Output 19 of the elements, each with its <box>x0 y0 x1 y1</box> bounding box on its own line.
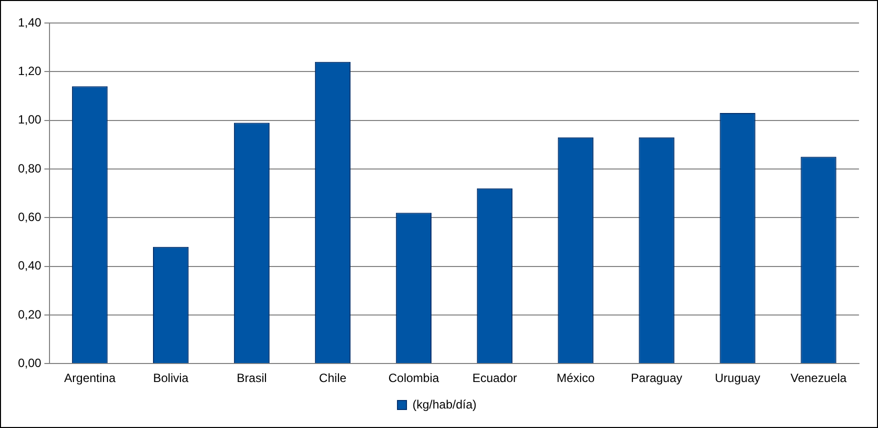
x-tick-label: Paraguay <box>630 371 682 386</box>
y-tick-label: 0,00 <box>18 356 42 370</box>
y-tick-label: 0,80 <box>18 161 42 176</box>
x-tick-label: Brasil <box>236 371 267 386</box>
y-tick-label: 1,00 <box>18 112 42 127</box>
y-tick-label: 0,40 <box>18 258 42 273</box>
x-tick-label: Chile <box>319 371 347 386</box>
y-tick-label: 0,20 <box>18 307 42 322</box>
y-tick-label: 1,20 <box>18 64 42 78</box>
x-tick-label: Colombia <box>388 371 440 386</box>
x-tick-label: Venezuela <box>790 371 847 386</box>
legend-label: (kg/hab/día) <box>412 397 477 412</box>
x-tick-label: Ecuador <box>472 371 518 386</box>
x-tick-label: Bolivia <box>153 371 189 386</box>
x-tick-label: Uruguay <box>714 371 760 386</box>
x-tick-label: México <box>556 371 595 386</box>
y-tick-label: 1,40 <box>18 15 42 30</box>
x-tick-label: Argentina <box>64 371 116 386</box>
y-tick-label: 0,60 <box>18 210 42 224</box>
